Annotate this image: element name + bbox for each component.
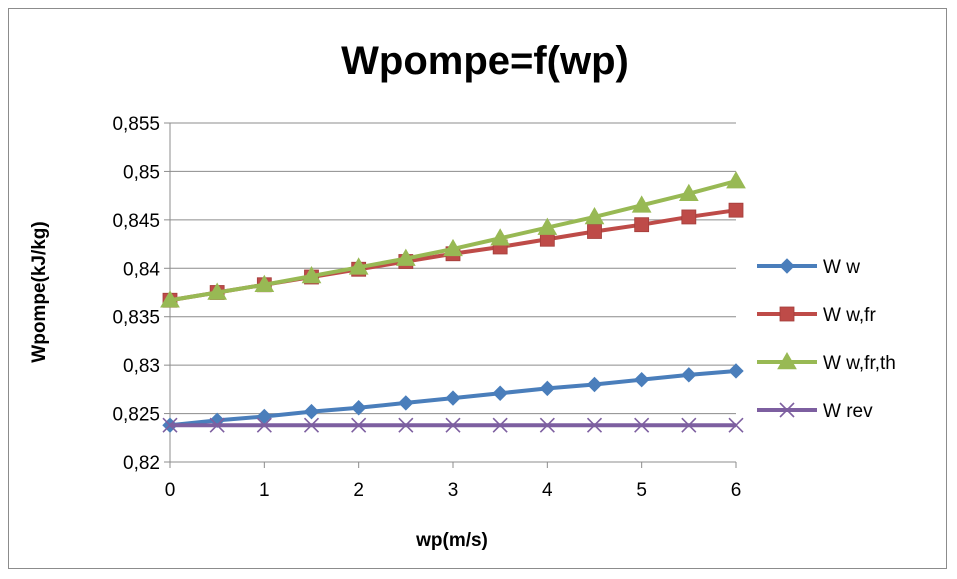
x-marker-stroke	[398, 417, 414, 433]
y-tick-label: 0,835	[112, 308, 160, 329]
legend-label: W rev	[823, 401, 873, 422]
data-point	[681, 209, 697, 225]
data-point	[539, 380, 556, 397]
y-tick-label: 0,82	[123, 453, 160, 474]
x-tick-label: 6	[731, 480, 742, 501]
data-point	[254, 274, 275, 293]
legend-label: W w,fr	[823, 305, 876, 326]
data-point	[445, 417, 461, 433]
data-point	[303, 417, 320, 433]
data-point	[160, 290, 180, 308]
data-point	[728, 202, 744, 218]
x-marker-stroke	[445, 417, 461, 433]
chart-title: Wpompe=f(wp)	[341, 39, 629, 83]
legend-marker	[779, 402, 795, 418]
data-point	[728, 363, 744, 379]
x-marker-stroke	[492, 417, 508, 433]
x-marker-stroke	[779, 402, 795, 418]
data-point	[348, 257, 369, 275]
data-point	[681, 417, 697, 433]
x-axis-title: wp(m/s)	[415, 530, 488, 551]
x-tick-label: 2	[353, 480, 364, 501]
data-point	[398, 395, 414, 411]
y-tick-label: 0,845	[112, 211, 160, 232]
y-tick-labels: 0,82 0,825 0,83 0,835 0,84 0,845 0,85 0,855	[112, 114, 160, 474]
data-point	[492, 417, 508, 433]
data-point	[351, 417, 367, 433]
series-group	[160, 171, 746, 433]
legend-marker	[777, 351, 797, 370]
data-point	[256, 417, 272, 433]
x-tick-label: 3	[448, 480, 459, 501]
data-point	[584, 206, 605, 225]
data-point	[207, 282, 228, 300]
x-marker-stroke	[728, 417, 744, 433]
legend: W w W w,fr W w,fr,th W rev	[757, 257, 896, 422]
chart-frame	[8, 8, 947, 569]
data-point	[301, 266, 322, 284]
data-point	[398, 417, 414, 433]
legend-marker	[779, 306, 795, 322]
x-marker-stroke	[303, 417, 320, 433]
x-marker-stroke	[681, 417, 697, 433]
data-point	[681, 367, 697, 383]
data-point	[726, 171, 746, 189]
y-tick-label: 0,825	[112, 405, 160, 426]
data-point	[303, 403, 320, 420]
data-point	[634, 217, 650, 233]
data-point	[492, 385, 508, 401]
legend-item: W w,fr,th	[757, 351, 896, 374]
data-point	[209, 417, 225, 433]
data-point	[678, 183, 699, 201]
x-marker-stroke	[351, 417, 367, 433]
y-tick-label: 0,84	[123, 259, 160, 280]
grid-lines	[170, 122, 736, 463]
x-marker-stroke	[586, 417, 603, 433]
x-marker-stroke	[634, 417, 650, 433]
data-point	[539, 417, 555, 433]
x-tick-label: 1	[259, 480, 270, 501]
data-point	[443, 238, 463, 257]
y-axis-title: Wpompe(kJ/kg)	[29, 221, 50, 362]
data-point	[634, 417, 650, 433]
y-tick-label: 0,83	[123, 356, 160, 377]
data-point	[587, 224, 602, 239]
data-point	[162, 417, 178, 433]
x-marker-stroke	[162, 417, 178, 433]
data-point	[728, 417, 744, 433]
legend-item: W rev	[757, 401, 873, 422]
legend-item: W w	[757, 257, 860, 278]
x-marker-stroke	[256, 417, 272, 433]
data-point	[633, 371, 650, 388]
series-4	[162, 417, 744, 433]
x-tick-labels: 0 1 2 3 4 5 6	[165, 480, 742, 501]
series-1	[162, 363, 744, 433]
x-tick-label: 4	[542, 480, 553, 501]
legend-label: W w	[823, 257, 860, 278]
y-tick-label: 0,85	[123, 162, 160, 183]
series-3	[160, 171, 746, 308]
data-point	[445, 390, 461, 406]
data-point	[586, 417, 603, 433]
y-tick-label: 0,855	[112, 114, 160, 135]
legend-label: W w,fr,th	[823, 353, 896, 374]
data-point	[586, 376, 603, 393]
x-tick-label: 0	[165, 480, 176, 501]
data-point	[490, 228, 511, 246]
data-point	[350, 400, 367, 416]
data-point	[537, 217, 558, 235]
legend-marker	[779, 258, 795, 274]
data-point	[631, 195, 652, 213]
legend-item: W w,fr	[757, 305, 876, 326]
data-point	[395, 248, 416, 266]
x-tick-label: 5	[636, 480, 647, 501]
x-marker-stroke	[209, 417, 225, 433]
x-marker-stroke	[539, 417, 555, 433]
